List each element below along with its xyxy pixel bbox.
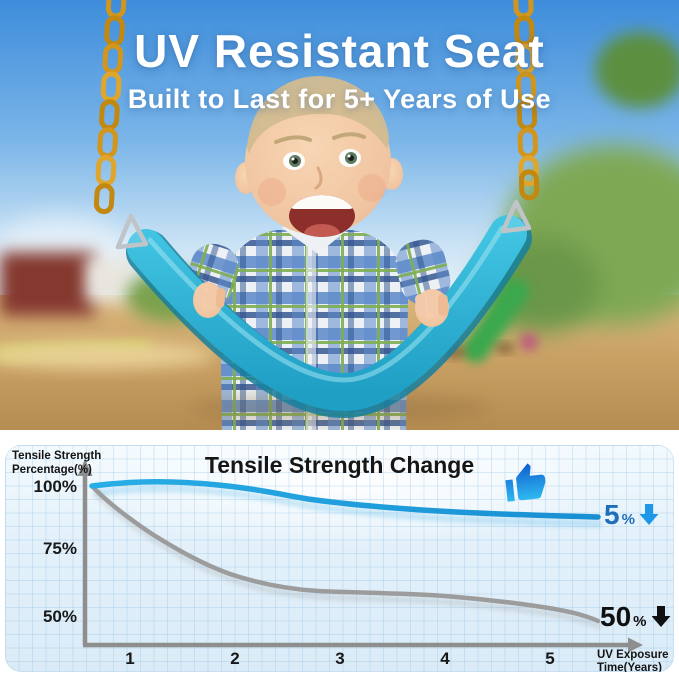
x-tick-4: 4 (440, 649, 450, 668)
x-tick-1: 1 (125, 649, 135, 668)
down-arrow-icon (651, 606, 670, 627)
annotation-50-percent-drop: 50 % (600, 603, 671, 631)
right-chain (513, 0, 540, 201)
hero-title: UV Resistant Seat (134, 25, 545, 77)
blue-line-uv-resistant-seat (89, 479, 601, 520)
hair (247, 76, 389, 154)
right-triangle-clip (500, 199, 532, 234)
gray-line-ordinary-seat (89, 483, 601, 624)
green-slide (462, 278, 530, 363)
hands (193, 282, 449, 327)
hero-photo: UV Resistant Seat Built to Last for 5+ Y… (0, 0, 679, 430)
leaves-top-right (595, 32, 679, 108)
x-axis-label: UV Exposure Time(Years) (597, 649, 669, 672)
chart-card: Tensile Strength Change Tensile Strength… (5, 445, 674, 672)
thumbs-up-icon (505, 463, 546, 502)
left-chain (93, 0, 127, 215)
tensile-strength-plot (77, 459, 643, 653)
nose (314, 166, 323, 190)
y-axis-label: Tensile Strength Percentage(%) (12, 450, 102, 476)
y-tick-50: 50% (42, 607, 77, 626)
hero-subtitle: Built to Last for 5+ Years of Use (127, 84, 552, 114)
y-tick-75: 75% (42, 539, 77, 558)
x-axis-arrowhead (628, 637, 643, 653)
playground-scene (0, 0, 679, 430)
head (245, 89, 391, 235)
chart-title: Tensile Strength Change (204, 452, 475, 478)
down-arrow-icon (639, 504, 659, 525)
right-sleeve (395, 239, 451, 305)
x-tick-2: 2 (230, 649, 240, 668)
y-axis-arrowhead (77, 459, 93, 476)
x-tick-5: 5 (545, 649, 555, 668)
left-triangle-clip (115, 213, 149, 250)
red-building (0, 252, 95, 316)
annotation-5-percent-drop: 5 % (604, 501, 659, 529)
chart-section: Tensile Strength Change Tensile Strength… (0, 430, 679, 679)
x-tick-3: 3 (335, 649, 345, 668)
eyes (283, 149, 361, 170)
y-tick-100: 100% (33, 477, 77, 496)
